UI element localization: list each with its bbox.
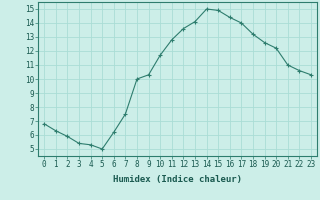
X-axis label: Humidex (Indice chaleur): Humidex (Indice chaleur) — [113, 175, 242, 184]
